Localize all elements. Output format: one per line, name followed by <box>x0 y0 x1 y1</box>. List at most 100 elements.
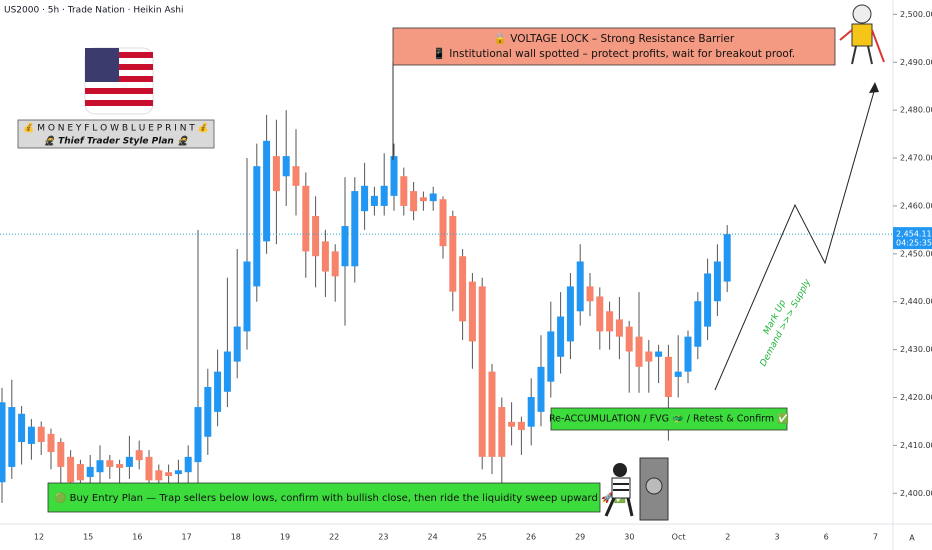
countdown: 04:25:35 <box>896 239 932 248</box>
x-tick-label: 26 <box>526 533 536 542</box>
candle-body <box>488 371 496 457</box>
blueprint-box <box>17 119 215 149</box>
candle-body <box>145 456 153 481</box>
candle-body <box>498 407 506 457</box>
candle-body <box>223 351 231 392</box>
x-tick-label: 25 <box>477 533 487 542</box>
candle-body <box>664 356 672 398</box>
candle-body <box>723 234 731 282</box>
x-tick-label: 7 <box>873 533 878 542</box>
candle-body <box>361 185 369 212</box>
candle-body <box>174 470 182 475</box>
candle-body <box>429 193 437 202</box>
thief-plan: 🥷 Thief Trader Style Plan 🥷 <box>44 135 190 147</box>
buy-plan: 🟢 Buy Entry Plan — Trap sellers below lo… <box>54 491 626 504</box>
candle-body <box>419 197 427 202</box>
candle-body <box>282 156 290 177</box>
voltage-box <box>392 27 836 66</box>
candle-body <box>155 470 163 481</box>
y-tick-label: 2,500.00 <box>900 10 932 19</box>
candle-body <box>67 456 75 483</box>
us-flag <box>84 47 154 115</box>
candle-body <box>86 466 94 477</box>
candle-body <box>321 241 329 272</box>
x-tick-label: 19 <box>280 533 290 542</box>
candle-body <box>194 407 202 463</box>
x-tick-label: 15 <box>83 533 93 542</box>
candle-body <box>165 472 173 477</box>
buy-box <box>47 482 601 513</box>
candle-body <box>400 176 408 206</box>
candle-body <box>233 326 241 362</box>
candle-body <box>263 140 271 242</box>
candle-body <box>0 402 6 483</box>
candle-body <box>302 185 310 252</box>
x-tick-label: Oct <box>672 533 686 542</box>
candle-body <box>635 336 643 367</box>
candle-body <box>537 366 545 412</box>
candle-body <box>351 191 359 267</box>
y-tick-label: 2,420.00 <box>900 393 932 402</box>
last-price-label: 2,454.11 <box>896 230 932 239</box>
candle-body <box>704 273 712 327</box>
candle-body <box>292 166 300 186</box>
candle-body <box>76 464 84 481</box>
x-tick-label: 22 <box>329 533 339 542</box>
candle-body <box>18 413 26 443</box>
candle-body <box>380 185 388 206</box>
candle-body <box>37 426 45 443</box>
y-tick-label: 2,440.00 <box>900 297 932 306</box>
skull-figure <box>839 4 885 65</box>
candle-body <box>694 301 702 347</box>
candle-body <box>508 421 516 427</box>
candle-body <box>625 326 633 352</box>
candle-body <box>57 442 65 467</box>
candle-body <box>557 316 565 357</box>
reaccumulation: Re-ACCUMULATION / FVG 🐲 / Retest & Confi… <box>549 413 789 425</box>
y-tick-label: 2,470.00 <box>900 154 932 163</box>
x-tick-label: 6 <box>824 533 829 542</box>
x-tick-label: 2 <box>725 533 730 542</box>
candle-body <box>27 426 35 444</box>
candle-body <box>47 433 55 453</box>
candle-body <box>606 311 614 332</box>
candle-body <box>116 464 124 468</box>
candle-body <box>674 371 682 377</box>
x-tick-label: 24 <box>428 533 438 542</box>
candle-body <box>547 331 555 382</box>
candle-body <box>576 261 584 312</box>
arrow-head <box>869 82 879 93</box>
candle-body <box>214 371 222 412</box>
candle-body <box>135 450 143 461</box>
x-tick-label: 30 <box>624 533 634 542</box>
candle-body <box>596 296 604 332</box>
candle-body <box>243 261 251 332</box>
last-price-box <box>893 227 932 250</box>
candle-body <box>439 199 447 247</box>
voltage-sub: 📱 Institutional wall spotted – protect p… <box>433 47 795 60</box>
chart-title: US2000 · 5h · Trade Nation · Heikin Ashi <box>4 6 184 16</box>
scale-mode[interactable]: A <box>909 534 915 543</box>
candle-body <box>586 286 594 302</box>
y-tick-label: 2,430.00 <box>900 345 932 354</box>
y-tick-label: 2,410.00 <box>900 441 932 450</box>
candle-body <box>527 397 535 427</box>
candle-body <box>566 286 574 342</box>
candle-body <box>8 407 16 467</box>
candle-body <box>468 281 476 342</box>
candle-body <box>370 195 378 206</box>
candle-body <box>449 215 457 292</box>
candle-body <box>713 261 721 302</box>
candle-body <box>312 215 320 257</box>
x-tick-label: 12 <box>34 533 44 542</box>
candle-body <box>106 460 114 467</box>
candle-body <box>184 456 192 473</box>
x-tick-label: 29 <box>575 533 585 542</box>
candle-body <box>204 386 212 437</box>
x-tick-label: 17 <box>182 533 192 542</box>
candle-body <box>615 319 623 337</box>
blueprint-title: 💰 M O N E Y F L O W B L U E P R I N T 💰 <box>23 122 209 134</box>
reacc-box <box>550 407 788 431</box>
